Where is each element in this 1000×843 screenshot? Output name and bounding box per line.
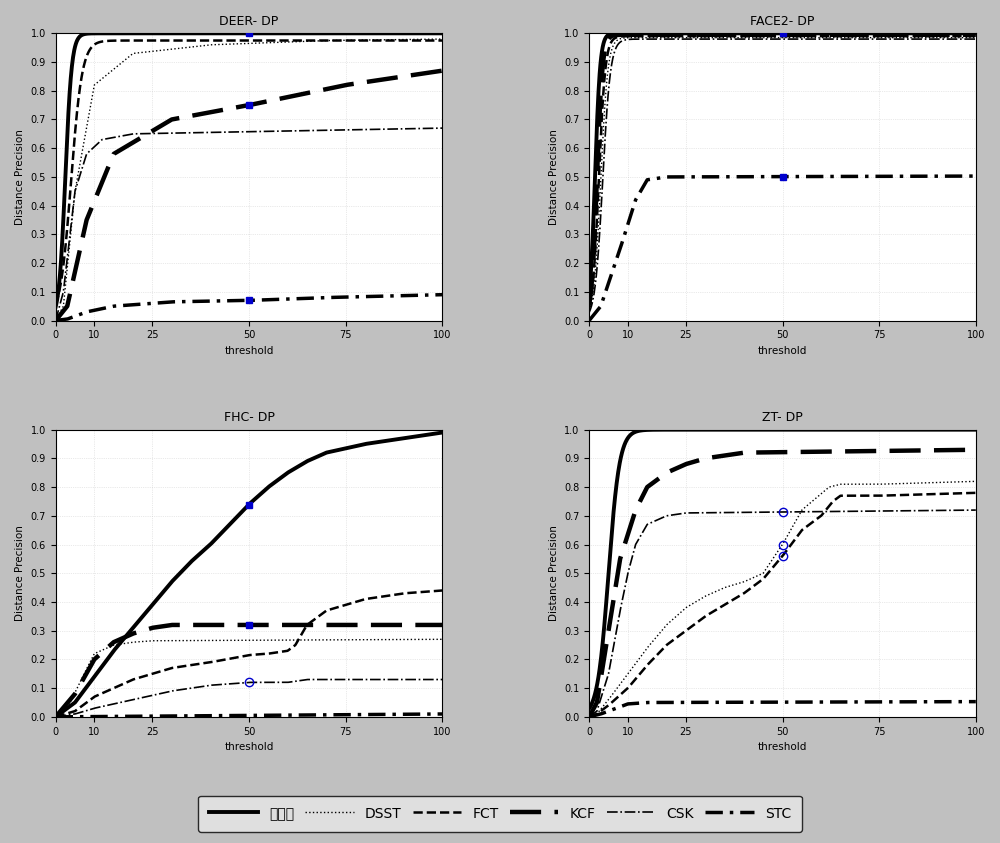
X-axis label: threshold: threshold	[758, 346, 807, 356]
Y-axis label: Distance Precision: Distance Precision	[15, 129, 25, 225]
X-axis label: threshold: threshold	[224, 742, 274, 752]
Legend: 本发明, DSST, FCT, KCF, CSK, STC: 本发明, DSST, FCT, KCF, CSK, STC	[198, 796, 802, 832]
Title: FHC- DP: FHC- DP	[224, 411, 274, 424]
Title: DEER- DP: DEER- DP	[219, 15, 279, 28]
Y-axis label: Distance Precision: Distance Precision	[549, 525, 559, 621]
Title: ZT- DP: ZT- DP	[762, 411, 803, 424]
Y-axis label: Distance Precision: Distance Precision	[15, 525, 25, 621]
Title: FACE2- DP: FACE2- DP	[750, 15, 815, 28]
Y-axis label: Distance Precision: Distance Precision	[549, 129, 559, 225]
X-axis label: threshold: threshold	[758, 742, 807, 752]
X-axis label: threshold: threshold	[224, 346, 274, 356]
